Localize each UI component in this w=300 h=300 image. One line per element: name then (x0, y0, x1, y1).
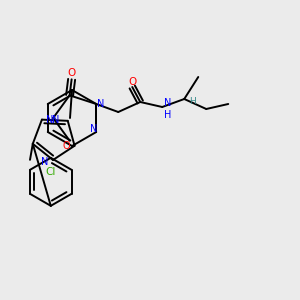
Text: N: N (41, 157, 49, 167)
Text: N: N (164, 98, 171, 108)
Text: O: O (63, 141, 70, 151)
Text: O: O (128, 77, 136, 87)
Text: Cl: Cl (46, 167, 56, 177)
Text: N: N (97, 99, 104, 109)
Text: N: N (90, 124, 97, 134)
Text: H: H (189, 97, 196, 106)
Text: O: O (68, 68, 76, 78)
Text: N: N (52, 115, 60, 125)
Text: H: H (164, 110, 171, 120)
Text: N: N (46, 115, 54, 124)
